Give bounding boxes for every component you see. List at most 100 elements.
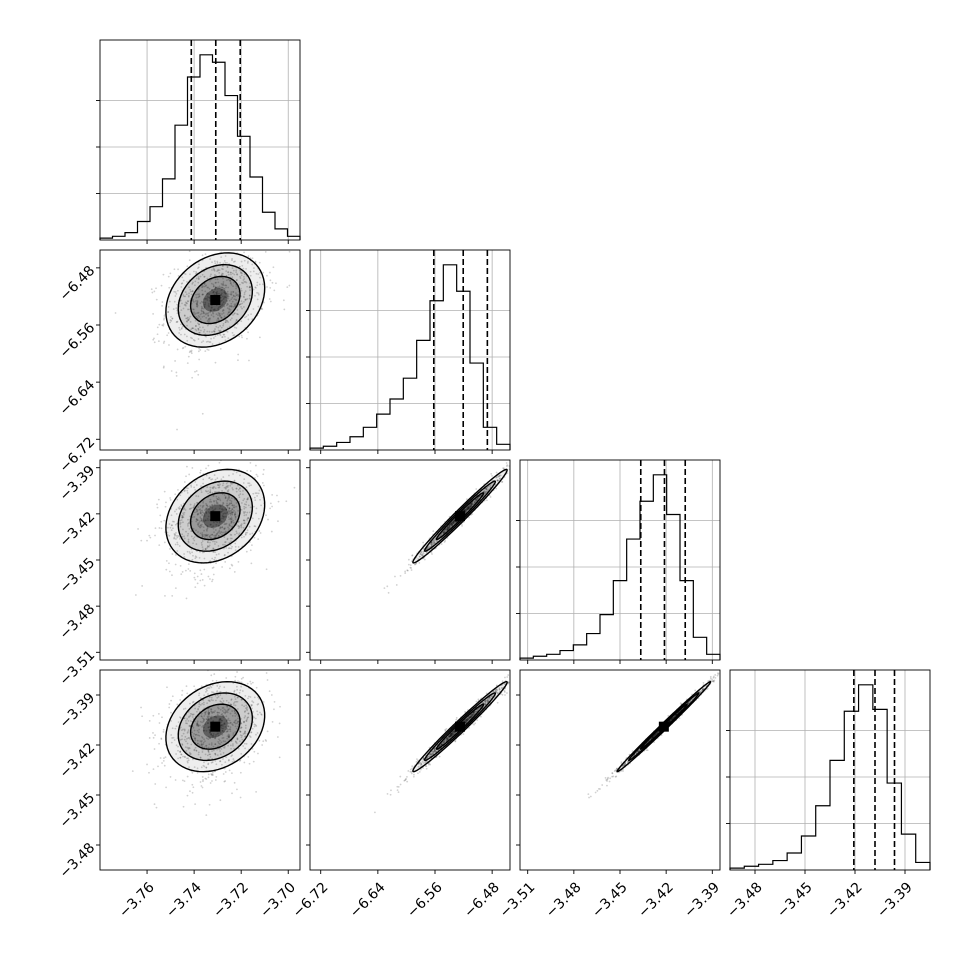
scatter-point bbox=[440, 742, 443, 745]
scatter-point bbox=[197, 725, 200, 727]
scatter-point bbox=[214, 281, 217, 284]
scatter-point bbox=[452, 520, 455, 523]
scatter-point bbox=[474, 499, 477, 501]
scatter-point bbox=[243, 293, 246, 296]
scatter-point bbox=[171, 317, 174, 320]
scatter-point bbox=[162, 323, 165, 326]
scatter-point bbox=[181, 302, 183, 305]
scatter-point bbox=[233, 709, 236, 712]
scatter-point bbox=[474, 500, 476, 503]
scatter-point bbox=[223, 780, 226, 783]
scatter-point bbox=[185, 750, 188, 752]
pair-0-3-ytick-label-0: −3.48 bbox=[57, 840, 99, 882]
scatter-point bbox=[183, 755, 186, 758]
scatter-point bbox=[223, 686, 226, 689]
scatter-point bbox=[228, 707, 231, 710]
scatter-point bbox=[170, 514, 173, 517]
scatter-point bbox=[223, 289, 226, 292]
scatter-point bbox=[223, 531, 225, 534]
scatter-point bbox=[450, 734, 453, 737]
scatter-point bbox=[473, 501, 476, 504]
scatter-point bbox=[189, 790, 191, 793]
scatter-point bbox=[260, 713, 263, 716]
scatter-point bbox=[433, 542, 435, 544]
scatter-point bbox=[248, 359, 250, 362]
scatter-point bbox=[442, 741, 445, 744]
scatter-point bbox=[250, 682, 253, 685]
scatter-point bbox=[231, 482, 234, 485]
scatter-point bbox=[170, 529, 173, 532]
scatter-point bbox=[210, 773, 213, 775]
scatter-point bbox=[221, 313, 223, 315]
scatter-point bbox=[229, 319, 232, 321]
scatter-point bbox=[249, 289, 251, 291]
scatter-point bbox=[251, 263, 254, 266]
scatter-point bbox=[237, 509, 239, 512]
scatter-point bbox=[209, 523, 212, 526]
scatter-point bbox=[205, 474, 208, 477]
scatter-point bbox=[469, 716, 472, 718]
scatter-point bbox=[196, 317, 199, 319]
scatter-point bbox=[232, 305, 235, 308]
scatter-point bbox=[245, 742, 248, 745]
scatter-point bbox=[208, 500, 211, 503]
scatter-point bbox=[249, 470, 252, 472]
scatter-point bbox=[212, 269, 215, 271]
scatter-point bbox=[199, 471, 202, 474]
scatter-point bbox=[188, 751, 191, 754]
scatter-point bbox=[245, 281, 248, 284]
scatter-point bbox=[230, 521, 233, 523]
scatter-point bbox=[224, 512, 227, 515]
scatter-point bbox=[216, 693, 219, 696]
scatter-point bbox=[417, 772, 419, 775]
scatter-point bbox=[224, 780, 227, 782]
scatter-point bbox=[198, 293, 201, 296]
scatter-point bbox=[202, 312, 205, 314]
scatter-point bbox=[189, 753, 192, 755]
scatter-point bbox=[203, 306, 206, 309]
scatter-point bbox=[245, 486, 248, 489]
scatter-point bbox=[245, 550, 248, 553]
scatter-point bbox=[220, 726, 222, 729]
scatter-point bbox=[228, 507, 231, 510]
scatter-point bbox=[205, 511, 208, 514]
scatter-point bbox=[228, 474, 230, 477]
scatter-point bbox=[227, 551, 229, 554]
scatter-point bbox=[204, 713, 207, 716]
scatter-point bbox=[183, 333, 186, 336]
scatter-point bbox=[242, 526, 245, 529]
scatter-point bbox=[180, 286, 183, 288]
scatter-point bbox=[230, 317, 233, 320]
scatter-point bbox=[206, 541, 209, 543]
scatter-point bbox=[192, 726, 195, 729]
scatter-point bbox=[453, 520, 456, 522]
scatter-point bbox=[221, 288, 223, 291]
scatter-point bbox=[234, 679, 237, 682]
scatter-point bbox=[160, 737, 163, 740]
scatter-point bbox=[163, 541, 166, 544]
scatter-point bbox=[480, 715, 482, 718]
scatter-point bbox=[239, 730, 242, 733]
scatter-point bbox=[521, 454, 523, 456]
scatter-point bbox=[471, 714, 474, 717]
scatter-point bbox=[244, 724, 247, 727]
scatter-point bbox=[216, 497, 218, 500]
scatter-point bbox=[215, 734, 217, 736]
scatter-point bbox=[223, 305, 226, 308]
scatter-point bbox=[207, 699, 210, 702]
scatter-point bbox=[210, 699, 213, 701]
scatter-point bbox=[454, 740, 457, 743]
scatter-point bbox=[422, 757, 425, 760]
scatter-point bbox=[227, 303, 229, 306]
scatter-point bbox=[200, 305, 203, 308]
scatter-point bbox=[496, 689, 499, 692]
scatter-point bbox=[208, 287, 211, 290]
scatter-point bbox=[221, 508, 224, 511]
scatter-point bbox=[211, 504, 214, 507]
scatter-point bbox=[216, 706, 219, 709]
scatter-point bbox=[173, 739, 176, 741]
scatter-point bbox=[229, 484, 232, 487]
scatter-point bbox=[203, 275, 206, 278]
scatter-point bbox=[191, 551, 194, 554]
scatter-point bbox=[239, 277, 242, 280]
